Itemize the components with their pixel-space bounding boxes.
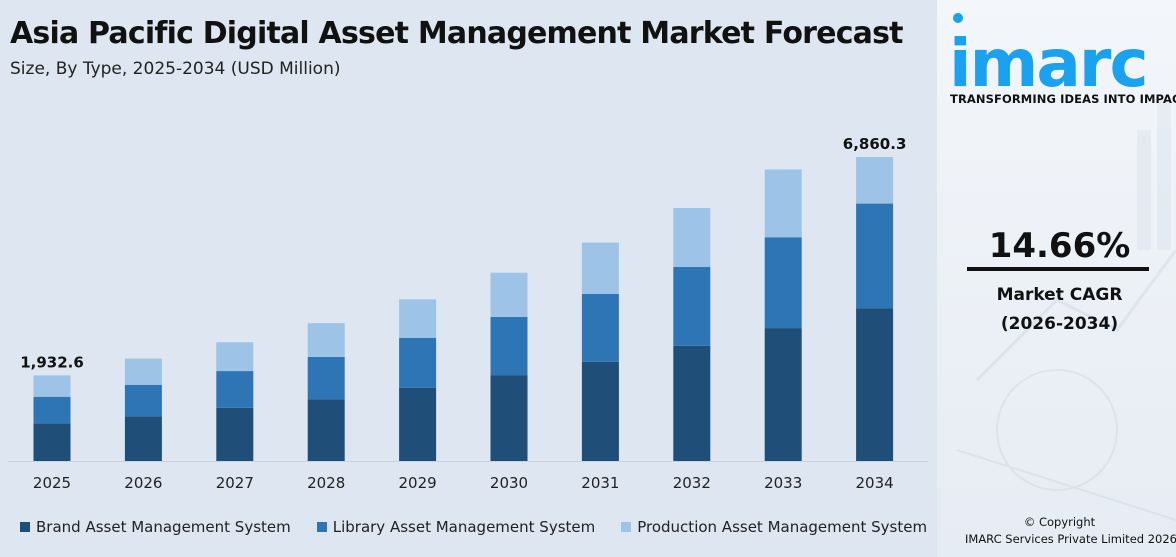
bar-segment-library-2028 bbox=[307, 356, 345, 400]
legend-label-brand: Brand Asset Management System bbox=[36, 518, 291, 536]
bar-segment-production-2029 bbox=[399, 299, 437, 338]
bar-segment-library-2032 bbox=[673, 266, 711, 346]
cagr-period: (2026-2034) bbox=[1000, 314, 1119, 334]
bar-segment-brand-2031 bbox=[581, 361, 619, 461]
background-chart-decoration bbox=[956, 100, 1176, 521]
bar-segment-library-2033 bbox=[764, 237, 802, 329]
bar-segment-production-2030 bbox=[490, 272, 528, 318]
logo-text: imarc bbox=[949, 25, 1147, 92]
legend-swatch-brand bbox=[20, 522, 30, 532]
copyright-notice: © Copyright bbox=[1023, 515, 1096, 529]
legend-item-brand: Brand Asset Management System bbox=[20, 518, 291, 536]
bar-segment-production-2031 bbox=[581, 242, 619, 294]
chart-subtitle: Size, By Type, 2025-2034 (USD Million) bbox=[10, 59, 341, 79]
bar-segment-brand-2029 bbox=[399, 387, 437, 461]
chart-area: Asia Pacific Digital Asset Management Ma… bbox=[8, 16, 928, 536]
bar-segment-production-2034 bbox=[856, 157, 894, 204]
cagr-label: Market CAGR bbox=[996, 285, 1123, 305]
bar-segment-brand-2030 bbox=[490, 375, 528, 461]
legend-label-production: Production Asset Management System bbox=[637, 518, 928, 536]
legend-swatch-library bbox=[316, 522, 327, 532]
bar-segment-library-2030 bbox=[490, 317, 528, 376]
imarc-logo: imarc bbox=[949, 13, 1149, 92]
bar-segment-production-2025 bbox=[33, 375, 71, 397]
x-tick-label: 2027 bbox=[216, 474, 254, 492]
copyright-holder: IMARC Services Private Limited 2026 bbox=[965, 532, 1176, 546]
bar-segment-library-2027 bbox=[216, 371, 254, 408]
x-tick-label: 2032 bbox=[673, 474, 711, 492]
bar-segment-brand-2026 bbox=[124, 416, 162, 461]
bar-segment-brand-2034 bbox=[856, 308, 894, 461]
bar-segment-production-2033 bbox=[764, 169, 802, 238]
x-tick-label: 2031 bbox=[581, 474, 619, 492]
bar-segment-library-2029 bbox=[399, 337, 437, 388]
x-tick-label: 2034 bbox=[856, 474, 894, 492]
bar-segment-library-2026 bbox=[124, 384, 162, 417]
bar-segment-production-2026 bbox=[124, 358, 162, 385]
bar-segment-brand-2033 bbox=[764, 328, 802, 461]
bar-segment-production-2028 bbox=[307, 323, 345, 357]
chart-legend: Brand Asset Management System Library As… bbox=[20, 518, 927, 536]
bar-segment-production-2027 bbox=[216, 342, 254, 372]
x-tick-label: 2029 bbox=[399, 474, 437, 492]
x-tick-label: 2028 bbox=[307, 474, 345, 492]
cagr-divider bbox=[967, 267, 1149, 271]
bar-segment-library-2031 bbox=[581, 293, 619, 362]
legend-swatch-production bbox=[621, 522, 632, 532]
x-tick-label: 2033 bbox=[764, 474, 802, 492]
stacked-bar-chart: 2025 2026 2027 2028 2029 2030 2031 2032 2033 2034… bbox=[8, 135, 928, 492]
legend-item-library: Library Asset Management System bbox=[316, 518, 596, 536]
data-label-total: 1,932.6 bbox=[20, 353, 84, 371]
bar-segment-production-2032 bbox=[673, 208, 711, 267]
data-label-total: 6,860.3 bbox=[843, 135, 907, 153]
bar-segment-library-2025 bbox=[33, 396, 71, 424]
bar-segment-brand-2028 bbox=[307, 399, 345, 461]
chart-title: Asia Pacific Digital Asset Management Ma… bbox=[10, 16, 904, 51]
bar-segment-brand-2032 bbox=[673, 345, 711, 461]
legend-label-library: Library Asset Management System bbox=[332, 518, 596, 536]
x-tick-label: 2026 bbox=[124, 474, 162, 492]
bar-segment-brand-2027 bbox=[216, 407, 254, 461]
side-panel: imarc TRANSFORMING IDEAS INTO IMPACT 14.… bbox=[937, 0, 1176, 557]
logo-tagline: TRANSFORMING IDEAS INTO IMPACT bbox=[950, 92, 1176, 106]
cagr-value: 14.66% bbox=[988, 226, 1131, 266]
x-tick-label: 2025 bbox=[33, 474, 71, 492]
bar-segment-library-2034 bbox=[856, 203, 894, 309]
bar-segment-brand-2025 bbox=[33, 423, 71, 461]
x-tick-label: 2030 bbox=[490, 474, 528, 492]
legend-item-production: Production Asset Management System bbox=[621, 518, 927, 536]
